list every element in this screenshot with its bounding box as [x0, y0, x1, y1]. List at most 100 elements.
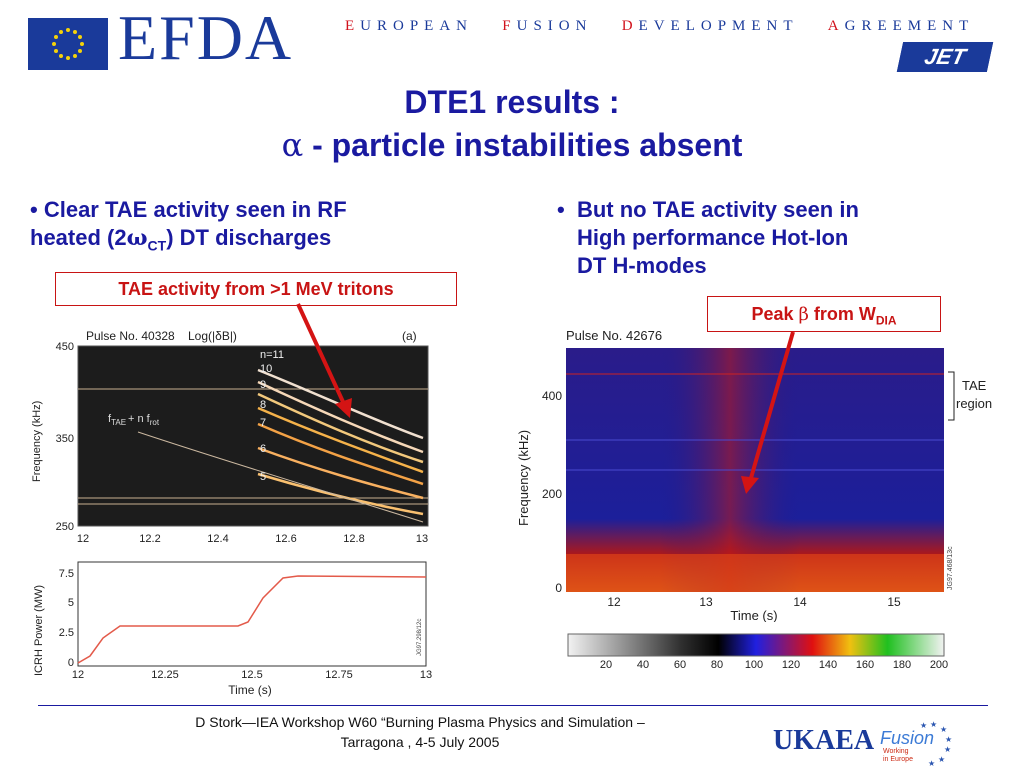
mode-label: 6 — [260, 443, 266, 455]
tag-word-european: UROPEAN — [360, 18, 474, 34]
tae-activity-callout: TAE activity from >1 MeV tritons — [55, 272, 457, 306]
fusion-logo-text: Fusion — [880, 728, 935, 748]
low-frequency-band — [566, 554, 944, 592]
svg-text:★: ★ — [930, 720, 937, 729]
left-spectrogram-figure: Pulse No. 40328 Log(|δB|) (a) n=11 10 9 … — [31, 329, 429, 545]
mode-trace-n8 — [257, 406, 424, 474]
x-tick: 13 — [416, 533, 428, 545]
colorbar-gradient — [567, 633, 945, 657]
y-tick: 450 — [56, 341, 74, 353]
x-tick: 12 — [77, 533, 89, 545]
eu-stars-icon — [52, 28, 84, 60]
callout-mid: from W — [808, 304, 876, 324]
svg-text:★: ★ — [920, 721, 927, 730]
pulse-label-right: Pulse No. 42676 — [566, 328, 662, 343]
bullet-mark: • — [557, 197, 565, 222]
fusion-stars-icon: ★ ★★ ★★★★ — [920, 720, 952, 768]
slide-title-line2-text: - particle instabilities absent — [303, 127, 743, 163]
spectrogram-plot-area — [77, 345, 429, 527]
footer-divider — [38, 705, 988, 706]
region-label: region — [956, 396, 992, 411]
svg-text:★: ★ — [944, 745, 951, 754]
x-tick: 12.2 — [139, 533, 160, 545]
figure-code-right: JG97.468/13c — [947, 546, 954, 590]
slide-title-line1: DTE1 results : — [404, 84, 620, 120]
x-tick: 13 — [699, 595, 713, 609]
tag-word-fusion: USION — [516, 18, 593, 34]
efda-logo: EFDA — [118, 2, 294, 73]
y-tick: 7.5 — [59, 568, 74, 580]
left-bullet: • Clear TAE activity seen in RF heated (… — [30, 196, 450, 259]
icrh-power-figure: 7.5 5 2.5 0 ICRH Power (MW) 12 12.25 12.… — [33, 561, 432, 697]
mode-trace-n6 — [257, 446, 424, 500]
svg-text:★: ★ — [945, 735, 952, 744]
tag-letter-e: E — [345, 18, 361, 34]
tag-letter-d: D — [621, 18, 639, 34]
colorbar-tick: 100 — [745, 659, 763, 671]
mode-label: 8 — [260, 399, 266, 411]
x-tick: 14 — [793, 595, 807, 609]
x-tick: 13 — [420, 669, 432, 681]
right-bullet-line3: DT H-modes — [577, 253, 707, 278]
beta-symbol: β — [798, 304, 809, 325]
mode-trace-n10 — [257, 380, 424, 454]
x-tick: 12.4 — [207, 533, 228, 545]
x-tick: 12.25 — [151, 669, 179, 681]
mode-label: 5 — [260, 471, 266, 483]
colorbar-tick: 200 — [930, 659, 948, 671]
colorbar-tick: 180 — [893, 659, 911, 671]
footer-line2: Tarragona , 4-5 July 2005 — [340, 734, 500, 750]
red-arrow-right — [741, 331, 795, 494]
svg-text:★: ★ — [940, 725, 947, 734]
callout-pre: Peak — [751, 304, 799, 324]
colorbar-tick: 120 — [782, 659, 800, 671]
x-tick: 12 — [72, 669, 84, 681]
ftae-formula: fTAE + n frot — [108, 413, 160, 427]
colorbar-tick: 160 — [856, 659, 874, 671]
icrh-power-trace — [77, 575, 427, 664]
y-tick: 2.5 — [59, 627, 74, 639]
figure-code: JG97.298/12c — [417, 619, 423, 656]
in-europe-text: in Europe — [883, 756, 913, 763]
ukaea-logo: UKAEA — [773, 725, 875, 756]
tae-region-bracket — [948, 371, 955, 421]
left-bullet-line1: Clear TAE activity seen in RF — [43, 197, 347, 222]
x-tick: 12 — [607, 595, 621, 609]
working-text: Working — [883, 748, 909, 755]
log-db-label: Log(|δB|) — [188, 329, 237, 343]
y-tick: 200 — [542, 487, 562, 501]
peak-beta-callout: Peak β from WDIA — [707, 296, 941, 332]
x-tick: 12.6 — [275, 533, 296, 545]
x-axis-label-time: Time (s) — [228, 683, 272, 697]
x-tick: 12.8 — [343, 533, 364, 545]
ftae-trace — [137, 431, 424, 523]
bullet-mark: • — [30, 197, 38, 222]
y-axis-label-icrh: ICRH Power (MW) — [33, 585, 45, 676]
colorbar-tick: 20 — [600, 659, 612, 671]
pulse-label-left: Pulse No. 40328 — [86, 329, 175, 343]
x-tick: 12.5 — [241, 669, 262, 681]
y-tick: 0 — [555, 581, 562, 595]
footer-line1: D Stork—IEA Workshop W60 “Burning Plasma… — [195, 714, 645, 730]
tag-word-development: EVELOPMENT — [638, 18, 799, 34]
x-tick: 12.75 — [325, 669, 353, 681]
svg-text:★: ★ — [928, 759, 935, 768]
right-bullet: • But no TAE activity seen in High perfo… — [557, 196, 977, 280]
footer-text: D Stork—IEA Workshop W60 “Burning Plasma… — [130, 712, 710, 752]
mode-label: 10 — [260, 363, 272, 375]
icrh-plot-area — [77, 561, 427, 667]
left-bullet-line2-post: ) DT discharges — [166, 225, 332, 250]
left-bullet-line2-pre: heated (2 — [30, 225, 127, 250]
mode-label: 7 — [260, 417, 266, 429]
mode-trace-n7 — [257, 422, 424, 486]
y-tick: 5 — [68, 597, 74, 609]
y-axis-label-frequency: Frequency (kHz) — [31, 401, 43, 482]
y-tick: 350 — [56, 433, 74, 445]
eu-flag-logo — [28, 18, 108, 70]
colorbar-tick: 80 — [711, 659, 723, 671]
mode-label: 9 — [260, 379, 266, 391]
colorbar: 20 40 60 80 100 120 140 160 180 200 — [567, 633, 948, 671]
colorbar-tick: 60 — [674, 659, 686, 671]
alpha-symbol: α — [281, 126, 304, 164]
mode-label: n=11 — [260, 349, 284, 361]
